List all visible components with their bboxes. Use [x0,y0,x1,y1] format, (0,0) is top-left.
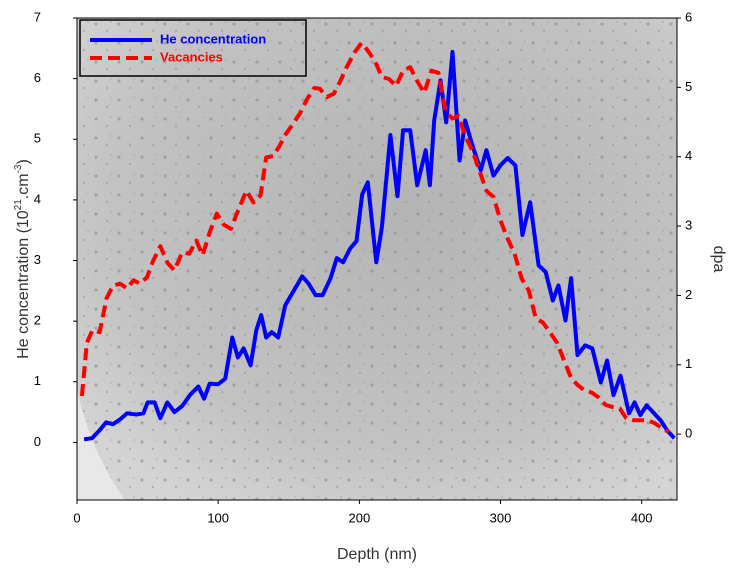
y-tick-label: 7 [34,9,41,24]
y2-tick-label: 0 [685,426,692,441]
y-axis-label-part: 21 [13,199,24,211]
legend-label: Vacancies [160,49,223,64]
y2-tick-label: 5 [685,79,692,94]
plot-frame [76,17,678,501]
x-axis-label: Depth (nm) [337,546,417,563]
background-edge [77,390,125,500]
y2-tick-label: 3 [685,217,692,232]
y-tick-label: 5 [34,131,41,146]
x-tick-label: 0 [73,510,80,525]
series-line [83,50,676,442]
series-line [79,41,670,434]
x-tick-label: 200 [349,510,371,525]
x-tick-label: 400 [631,510,653,525]
y-axis-label-part: ) [15,159,32,164]
y-axis-label-part: -3 [13,164,24,173]
y2-axis-label: dpa [710,246,727,273]
y-axis-label-part: .cm [15,173,32,199]
y-tick-label: 0 [34,434,41,449]
y-tick-label: 4 [34,191,41,206]
x-tick-label: 300 [490,510,512,525]
x-tick-label: 100 [207,510,229,525]
y2-tick-label: 1 [685,356,692,371]
y2-tick-label: 2 [685,287,692,302]
y2-tick-label: 6 [685,9,692,24]
legend-label: He concentration [160,31,266,46]
y-axis-label-part: He concentration (10 [15,210,32,359]
y-tick-label: 6 [34,70,41,85]
y-tick-label: 1 [34,373,41,388]
y-tick-label: 2 [34,313,41,328]
y2-tick-label: 4 [685,148,692,163]
y-axis-label: He concentration (1021.cm-3) [13,159,32,359]
y-tick-label: 3 [34,252,41,267]
legend-box [79,19,307,77]
